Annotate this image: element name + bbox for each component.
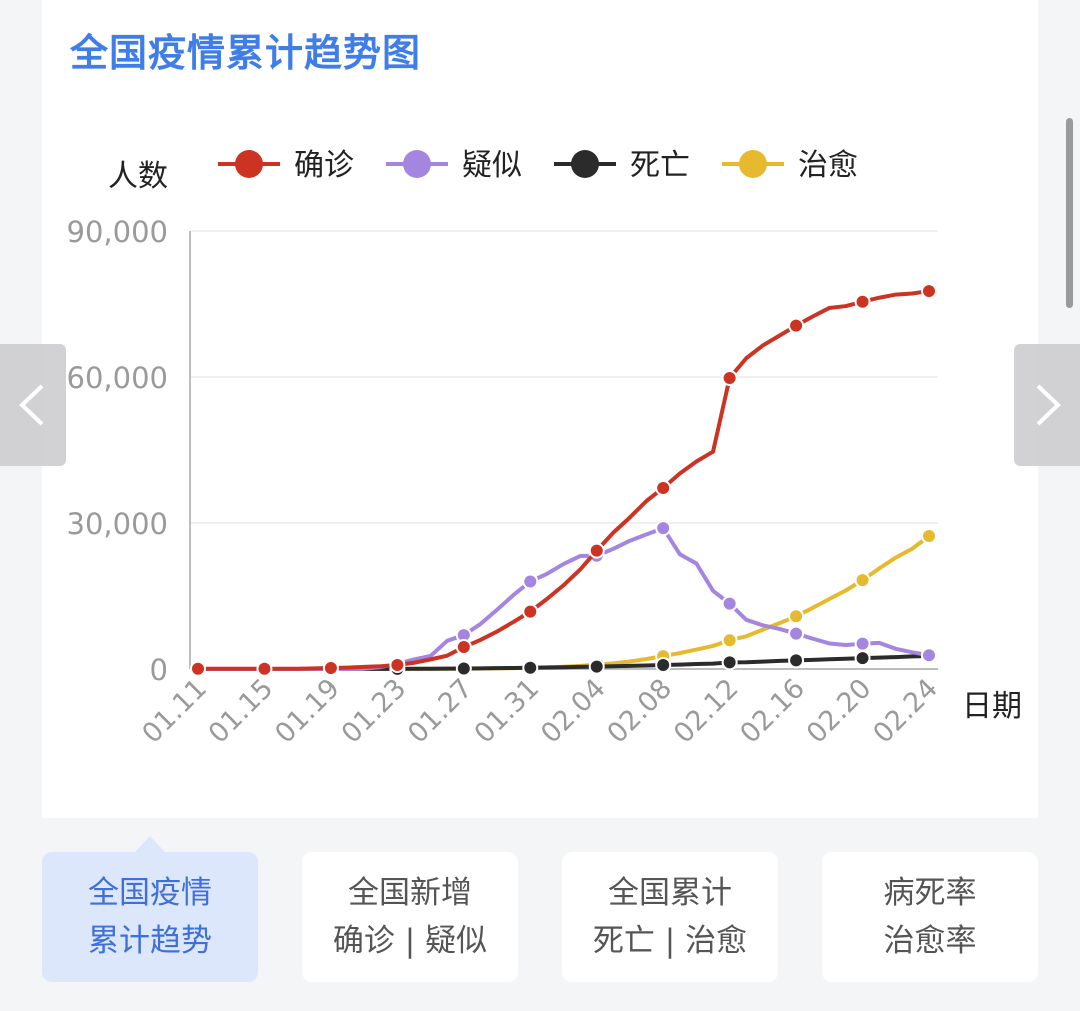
data-point[interactable] [854,650,871,667]
tab-label-line2: 累计趋势 [88,923,212,959]
scrollbar[interactable] [1066,118,1073,308]
data-point[interactable] [588,658,605,675]
data-point[interactable] [190,660,206,677]
chart-card [42,0,1038,818]
x-tick-label: 02.24 [867,673,944,750]
y-axis-label: 人数 [108,159,168,194]
data-point[interactable] [389,656,406,673]
y-tick-label: 90,000 [67,215,168,249]
tab-label-line1: 全国疫情 [88,875,212,911]
tab-label-line1: 全国新增 [348,875,472,911]
data-point[interactable] [854,293,871,310]
data-point[interactable] [588,542,605,559]
active-tab-pointer [134,836,166,853]
tab-cumulative-deaths-recovered[interactable]: 全国累计 死亡 | 治愈 [562,852,778,982]
tab-new-confirmed-suspected[interactable]: 全国新增 确诊 | 疑似 [302,852,518,982]
x-tick-label: 02.16 [734,673,811,750]
legend: 确诊 疑似 死亡 治愈 [218,148,858,183]
y-tick-label: 60,000 [67,361,168,395]
trend-chart: 0 30,000 60,000 90,000 01.1101.1501.1901.23… [67,148,1022,750]
x-tick-label: 02.04 [535,673,612,750]
legend-item[interactable]: 疑似 [386,148,522,183]
legend-label: 死亡 [630,148,690,183]
data-point[interactable] [721,632,738,649]
data-point[interactable] [854,635,871,652]
tab-label-line1: 病死率 [883,875,977,911]
data-point[interactable] [788,608,805,625]
x-tick-label: 01.31 [469,673,546,750]
legend-item[interactable]: 死亡 [554,148,690,183]
next-arrow-button[interactable] [1014,344,1080,466]
x-tick-label: 01.11 [136,673,213,750]
tab-label-line1: 全国累计 [608,875,732,911]
legend-item[interactable]: 治愈 [722,148,858,183]
series-line [198,526,930,671]
x-axis-label: 日期 [962,689,1022,724]
x-tick-label: 02.20 [801,673,878,750]
data-point[interactable] [522,603,539,620]
legend-marker [403,150,431,178]
series-0 [190,283,937,677]
series-line [198,289,930,671]
tab-label-line2: 死亡 | 治愈 [592,923,748,959]
legend-marker [571,150,599,178]
chevron-right-icon [1036,384,1061,426]
data-point[interactable] [788,652,805,669]
data-point[interactable] [322,660,339,677]
series-line [198,534,931,671]
x-tick-label: 01.19 [269,673,346,750]
data-point[interactable] [655,657,672,674]
data-point[interactable] [854,572,871,589]
grid-lines [189,230,938,670]
page-title: 全国疫情累计趋势图 [70,31,422,75]
legend-marker [739,150,767,178]
series-3 [190,528,937,677]
data-point[interactable] [788,625,805,642]
data-point[interactable] [455,639,472,656]
data-point[interactable] [921,528,937,545]
y-tick-label: 30,000 [67,507,168,541]
tab-label-line2: 确诊 | 疑似 [332,923,488,959]
chevron-left-icon [19,384,44,426]
y-axis-tick-labels: 0 30,000 60,000 90,000 [67,215,168,687]
legend-item[interactable]: 确诊 [218,148,354,183]
legend-label: 确诊 [294,148,354,183]
data-point[interactable] [655,520,672,537]
tab-fatality-recovery-rate[interactable]: 病死率 治愈率 [822,852,1038,982]
y-tick-label: 0 [150,653,168,687]
x-tick-label: 01.27 [402,673,479,750]
data-point[interactable] [721,369,738,386]
legend-marker [235,150,263,178]
x-tick-label: 02.12 [668,673,745,750]
x-tick-label: 01.23 [336,673,413,750]
x-axis-tick-labels: 01.1101.1501.1901.2301.2701.3102.0402.08… [136,673,944,750]
data-point[interactable] [522,659,539,676]
data-point[interactable] [256,660,273,677]
legend-label: 治愈 [798,148,858,183]
series-lines [190,283,937,677]
data-point[interactable] [721,654,738,671]
data-point[interactable] [788,317,805,334]
data-point[interactable] [522,573,539,590]
data-point[interactable] [921,283,937,300]
tab-cumulative-trend[interactable]: 全国疫情 累计趋势 [42,852,258,982]
x-tick-label: 01.15 [203,673,280,750]
series-1 [190,520,937,677]
data-point[interactable] [655,479,672,496]
series-2 [190,648,937,677]
data-point[interactable] [455,660,472,677]
data-point[interactable] [721,595,738,612]
data-point[interactable] [921,647,937,664]
legend-label: 疑似 [462,148,522,183]
prev-arrow-button[interactable] [0,344,66,466]
x-tick-label: 02.08 [602,673,679,750]
tab-label-line2: 治愈率 [883,923,977,959]
